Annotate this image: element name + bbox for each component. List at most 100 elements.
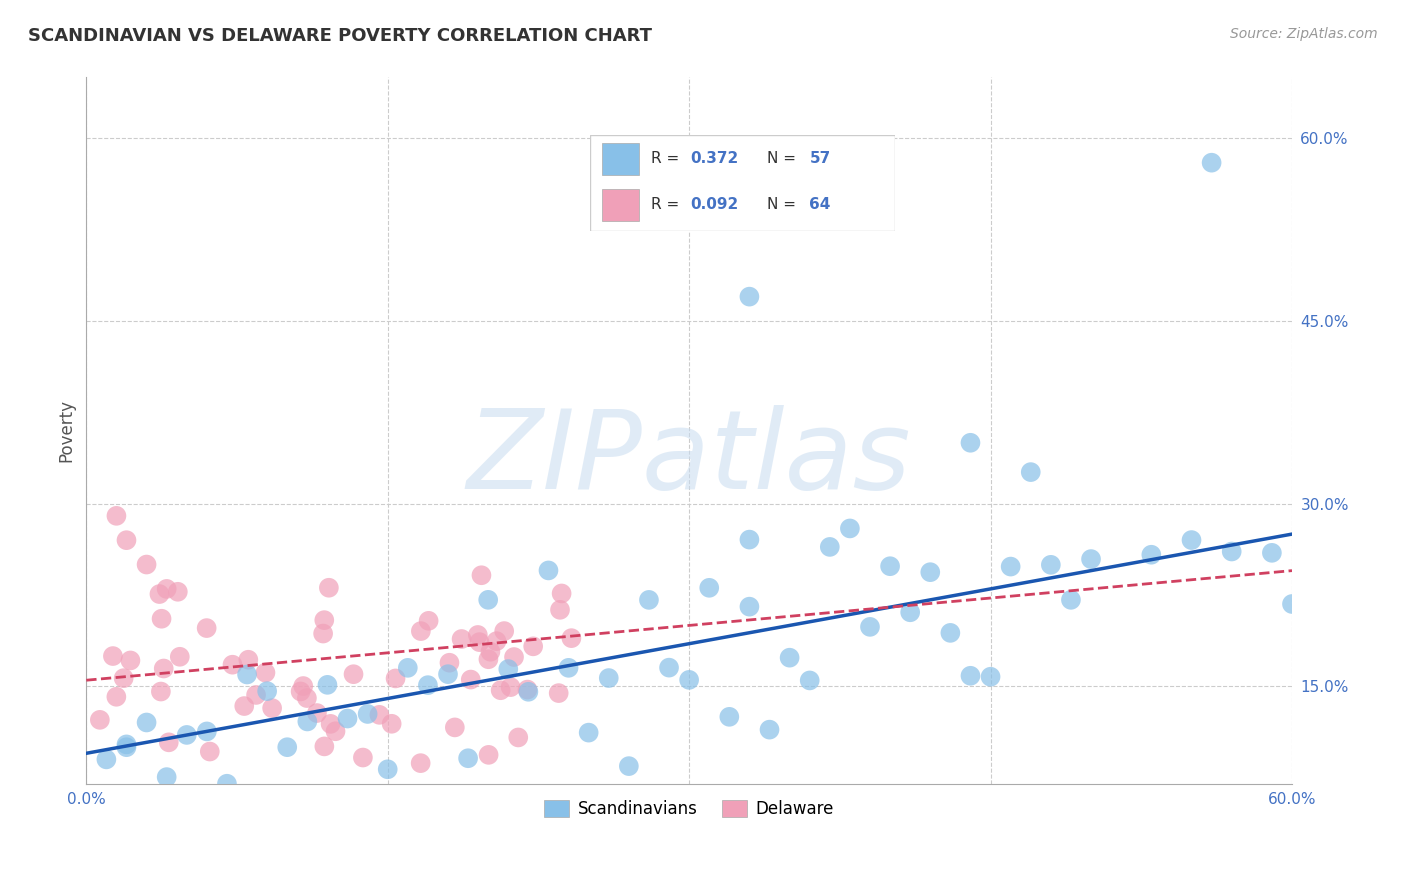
Point bbox=[149, 684, 172, 698]
Y-axis label: Poverty: Poverty bbox=[58, 399, 75, 462]
Point bbox=[262, 701, 284, 715]
Point bbox=[494, 624, 516, 638]
FancyBboxPatch shape bbox=[602, 144, 638, 175]
Point bbox=[290, 684, 312, 698]
Point bbox=[517, 685, 540, 699]
Point bbox=[547, 686, 569, 700]
Point bbox=[150, 612, 173, 626]
FancyBboxPatch shape bbox=[591, 135, 896, 231]
Point bbox=[198, 745, 221, 759]
Point bbox=[156, 770, 179, 784]
Text: N =: N = bbox=[766, 151, 800, 166]
Point bbox=[105, 690, 128, 704]
Point bbox=[112, 671, 135, 685]
Point bbox=[1180, 533, 1202, 547]
Point bbox=[1220, 544, 1243, 558]
Point bbox=[738, 290, 761, 304]
Point bbox=[638, 593, 661, 607]
Point bbox=[859, 620, 882, 634]
Point bbox=[314, 613, 336, 627]
Point bbox=[468, 635, 491, 649]
Point bbox=[437, 667, 460, 681]
Point bbox=[115, 740, 138, 755]
Point bbox=[959, 435, 981, 450]
Point bbox=[101, 648, 124, 663]
Point bbox=[166, 584, 188, 599]
Point bbox=[236, 667, 259, 681]
Point bbox=[658, 660, 681, 674]
Point bbox=[738, 533, 761, 547]
Point bbox=[477, 652, 499, 666]
Point bbox=[318, 581, 340, 595]
Point bbox=[516, 682, 538, 697]
Point bbox=[169, 649, 191, 664]
Point bbox=[1080, 552, 1102, 566]
Point bbox=[779, 650, 801, 665]
Point bbox=[256, 684, 278, 698]
Point bbox=[550, 586, 572, 600]
Point bbox=[384, 672, 406, 686]
Point bbox=[718, 710, 741, 724]
Point bbox=[297, 714, 319, 729]
Point bbox=[135, 715, 157, 730]
Point bbox=[295, 691, 318, 706]
Point bbox=[959, 669, 981, 683]
Text: R =: R = bbox=[651, 197, 683, 212]
Point bbox=[450, 632, 472, 646]
Point bbox=[195, 621, 218, 635]
Point bbox=[479, 645, 502, 659]
Point bbox=[152, 661, 174, 675]
Point bbox=[697, 581, 720, 595]
Point bbox=[233, 699, 256, 714]
Point bbox=[215, 777, 238, 791]
Text: Source: ZipAtlas.com: Source: ZipAtlas.com bbox=[1230, 27, 1378, 41]
Point bbox=[157, 735, 180, 749]
Legend: Scandinavians, Delaware: Scandinavians, Delaware bbox=[537, 793, 841, 825]
Point bbox=[115, 738, 138, 752]
Point bbox=[312, 626, 335, 640]
Point bbox=[381, 716, 404, 731]
Point bbox=[467, 628, 489, 642]
Point bbox=[443, 720, 465, 734]
Point bbox=[352, 750, 374, 764]
Point bbox=[1019, 465, 1042, 479]
Point bbox=[898, 605, 921, 619]
Text: R =: R = bbox=[651, 151, 683, 166]
Text: N =: N = bbox=[766, 197, 800, 212]
Point bbox=[503, 650, 526, 665]
Text: 0.092: 0.092 bbox=[690, 197, 738, 212]
FancyBboxPatch shape bbox=[602, 189, 638, 221]
Point bbox=[238, 653, 260, 667]
Point bbox=[195, 724, 218, 739]
Point bbox=[980, 670, 1002, 684]
Point bbox=[1140, 548, 1163, 562]
Point bbox=[105, 508, 128, 523]
Text: ZIPatlas: ZIPatlas bbox=[467, 405, 911, 512]
Point bbox=[560, 631, 582, 645]
Point bbox=[409, 624, 432, 639]
Point bbox=[377, 762, 399, 776]
Point bbox=[316, 678, 339, 692]
Text: 57: 57 bbox=[810, 151, 831, 166]
Point bbox=[439, 656, 461, 670]
Point bbox=[460, 673, 482, 687]
Point bbox=[499, 680, 522, 694]
Point bbox=[115, 533, 138, 548]
Point bbox=[135, 558, 157, 572]
Point bbox=[368, 707, 391, 722]
Point bbox=[617, 759, 640, 773]
Point bbox=[342, 667, 364, 681]
Point bbox=[396, 661, 419, 675]
Point bbox=[678, 673, 700, 687]
Point bbox=[939, 625, 962, 640]
Point bbox=[89, 713, 111, 727]
Point bbox=[478, 747, 501, 762]
Point bbox=[470, 568, 492, 582]
Point bbox=[245, 688, 267, 702]
Text: 64: 64 bbox=[810, 197, 831, 212]
Point bbox=[120, 653, 142, 667]
Point bbox=[176, 728, 198, 742]
Point bbox=[336, 712, 359, 726]
Point bbox=[477, 592, 499, 607]
Point bbox=[148, 587, 170, 601]
